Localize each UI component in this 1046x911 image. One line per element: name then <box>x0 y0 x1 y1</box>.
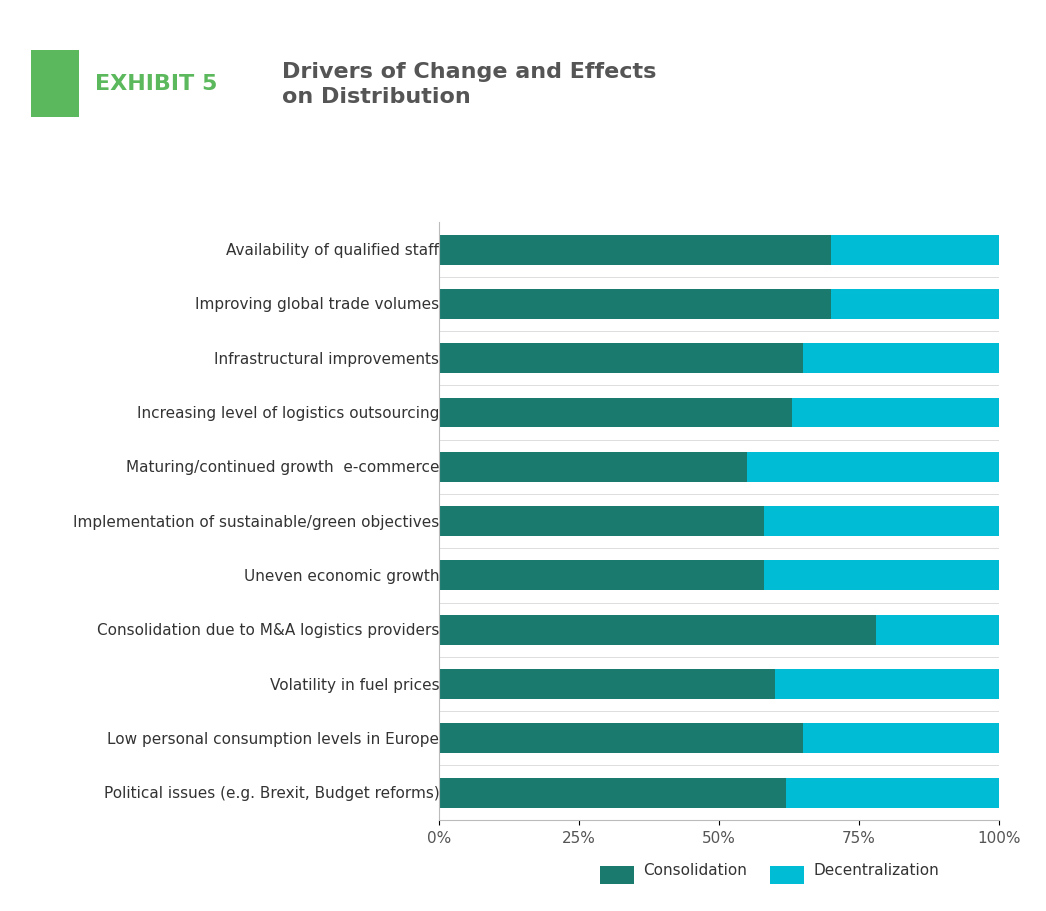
Text: Decentralization: Decentralization <box>814 863 939 877</box>
Bar <box>747 453 999 482</box>
Bar <box>600 866 634 884</box>
Text: Uneven economic growth: Uneven economic growth <box>244 568 439 583</box>
Text: Low personal consumption levels in Europe: Low personal consumption levels in Europ… <box>108 731 439 746</box>
Bar <box>439 343 803 374</box>
Bar <box>439 778 787 808</box>
Bar <box>439 290 831 320</box>
Bar <box>31 50 78 118</box>
Bar <box>775 670 999 700</box>
Bar <box>764 507 999 537</box>
Text: Consolidation: Consolidation <box>643 863 747 877</box>
Text: Maturing/continued growth  e-commerce: Maturing/continued growth e-commerce <box>126 460 439 475</box>
Bar <box>803 723 999 753</box>
Bar <box>876 615 999 645</box>
Bar <box>831 290 999 320</box>
Bar <box>439 398 792 428</box>
Bar <box>439 723 803 753</box>
Text: Increasing level of logistics outsourcing: Increasing level of logistics outsourcin… <box>137 405 439 421</box>
Bar <box>803 343 999 374</box>
Text: Consolidation due to M&A logistics providers: Consolidation due to M&A logistics provi… <box>97 622 439 638</box>
Text: Drivers of Change and Effects
on Distribution: Drivers of Change and Effects on Distrib… <box>282 62 657 107</box>
Bar <box>439 235 831 265</box>
Text: EXHIBIT 5: EXHIBIT 5 <box>95 74 218 94</box>
Bar <box>439 670 775 700</box>
Text: Implementation of sustainable/green objectives: Implementation of sustainable/green obje… <box>73 514 439 529</box>
Bar <box>439 507 764 537</box>
Text: Political issues (e.g. Brexit, Budget reforms): Political issues (e.g. Brexit, Budget re… <box>104 785 439 800</box>
Text: Infrastructural improvements: Infrastructural improvements <box>214 352 439 366</box>
Bar <box>439 615 876 645</box>
Bar <box>831 235 999 265</box>
Bar <box>792 398 999 428</box>
Bar <box>770 866 803 884</box>
Bar <box>764 561 999 590</box>
Bar <box>439 453 747 482</box>
Text: Volatility in fuel prices: Volatility in fuel prices <box>270 677 439 691</box>
Text: Improving global trade volumes: Improving global trade volumes <box>196 297 439 312</box>
Text: Availability of qualified staff: Availability of qualified staff <box>226 243 439 258</box>
Bar <box>787 778 999 808</box>
Bar <box>439 561 764 590</box>
